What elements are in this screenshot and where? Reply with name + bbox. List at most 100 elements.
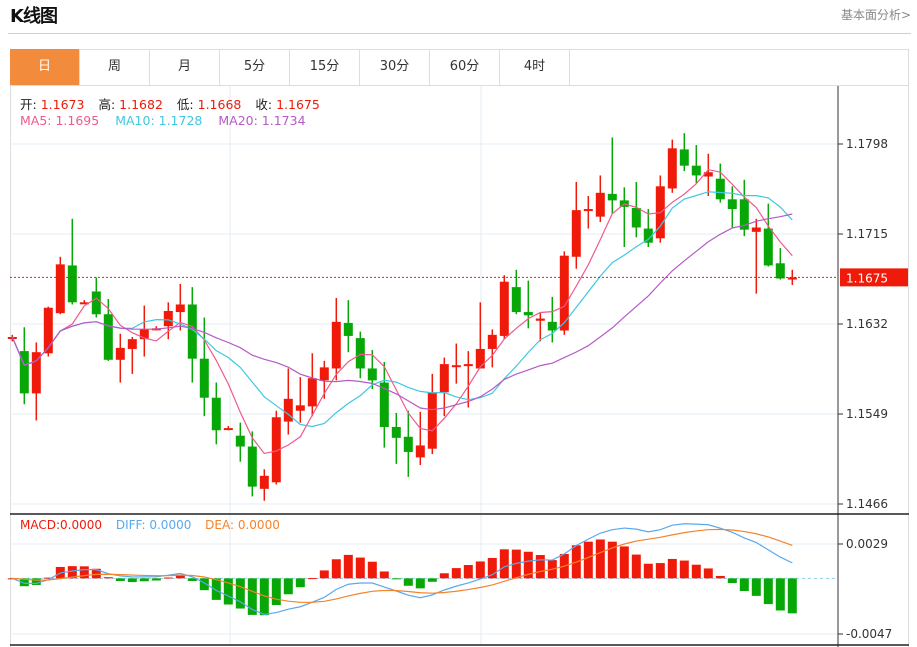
candle [199, 317, 209, 417]
current-price-label: 1.1675 [846, 271, 888, 285]
low-value: 1.1668 [197, 97, 242, 112]
candle [115, 333, 125, 383]
candle-body [271, 417, 281, 483]
macd-bar [355, 557, 365, 579]
macd-bar [535, 555, 545, 579]
tab-week[interactable]: 周 [80, 49, 150, 85]
close-label: 收: [255, 97, 273, 112]
high-label: 高: [98, 97, 116, 112]
candle [715, 163, 725, 203]
macd-bar [343, 554, 353, 579]
macd-bar [607, 541, 617, 579]
tab-30min[interactable]: 30分 [360, 49, 430, 85]
candle-body [187, 304, 197, 359]
candle [547, 296, 557, 343]
candle [631, 181, 641, 238]
candle-body [559, 255, 569, 331]
macd-bar [31, 578, 41, 585]
candle-body [763, 228, 773, 266]
candle [391, 412, 401, 464]
candle [91, 277, 101, 318]
macd-bar [775, 578, 785, 611]
candle [439, 357, 449, 417]
candle-body [163, 310, 173, 327]
candle-body [235, 435, 245, 447]
candle [79, 300, 89, 305]
tab-60min[interactable]: 60分 [430, 49, 500, 85]
macd-bar [283, 578, 293, 595]
candle-body [307, 378, 317, 407]
macd-bar [499, 549, 509, 579]
close-value: 1.1675 [276, 97, 320, 112]
candle [679, 133, 689, 172]
macd-bar [43, 577, 53, 579]
candle-body [259, 475, 269, 489]
ma5-line [11, 168, 793, 455]
candle-body [283, 398, 293, 422]
candle-body [355, 338, 365, 369]
fundamental-analysis-link[interactable]: 基本面分析> [840, 8, 911, 22]
candle-body [427, 392, 437, 449]
tab-month[interactable]: 月 [150, 49, 220, 85]
macd-bar [715, 575, 725, 579]
tab-4hour[interactable]: 4时 [500, 49, 570, 85]
candle-body [403, 436, 413, 452]
macd-bar [655, 563, 665, 579]
macd-bar [523, 551, 533, 579]
candle [271, 410, 281, 485]
macd-bar [91, 568, 101, 579]
candle-body [31, 352, 41, 394]
macd-bar [403, 578, 413, 586]
current-price-badge [840, 268, 908, 287]
candle-body [223, 428, 233, 431]
macd-bar [235, 578, 245, 609]
macd-bar [163, 577, 173, 579]
candle-body [583, 209, 593, 212]
macd-tick-label: -0.0047 [846, 627, 892, 641]
candle-body [199, 358, 209, 398]
candle [667, 139, 677, 193]
candle [307, 353, 317, 417]
ma-readout: MA5: 1.1695 MA10: 1.1728 MA20: 1.1734 [20, 113, 310, 128]
macd-bar [379, 571, 389, 579]
candle-body [79, 302, 89, 305]
candle-body [643, 228, 653, 243]
ma10-line [11, 191, 793, 428]
candle-body [211, 397, 221, 431]
candle-body [787, 277, 797, 280]
candle [775, 248, 785, 280]
tab-15min[interactable]: 15分 [290, 49, 360, 85]
macd-bar [643, 563, 653, 579]
macd-bar [175, 574, 185, 579]
tab-5min[interactable]: 5分 [220, 49, 290, 85]
candle [607, 137, 617, 214]
candle [295, 377, 305, 423]
candle-body [379, 382, 389, 428]
macd-bar [511, 549, 521, 579]
candle-body [331, 321, 341, 369]
candle-body [103, 314, 113, 360]
candle-body [535, 318, 545, 321]
candle [223, 425, 233, 431]
macd-bar [79, 566, 89, 579]
candle [763, 203, 773, 267]
candle-body [463, 364, 473, 367]
ohlc-readout: 开: 1.1673 高: 1.1682 低: 1.1668 收: 1.1675 [20, 94, 324, 113]
candle [643, 209, 653, 248]
candle [463, 351, 473, 408]
candle-body [175, 304, 185, 313]
candle-body [247, 446, 257, 487]
macd-bar [19, 578, 29, 587]
candle [691, 145, 701, 184]
tab-day[interactable]: 日 [10, 49, 80, 85]
macd-bar [427, 578, 437, 582]
diff-line [12, 523, 793, 615]
ma20-line [11, 213, 793, 411]
candle [535, 313, 545, 342]
candle-body [739, 199, 749, 230]
candle-body [115, 347, 125, 360]
macd-value: MACD:0.0000 [20, 518, 103, 532]
candle-body [139, 329, 149, 340]
macd-bar [331, 559, 341, 579]
